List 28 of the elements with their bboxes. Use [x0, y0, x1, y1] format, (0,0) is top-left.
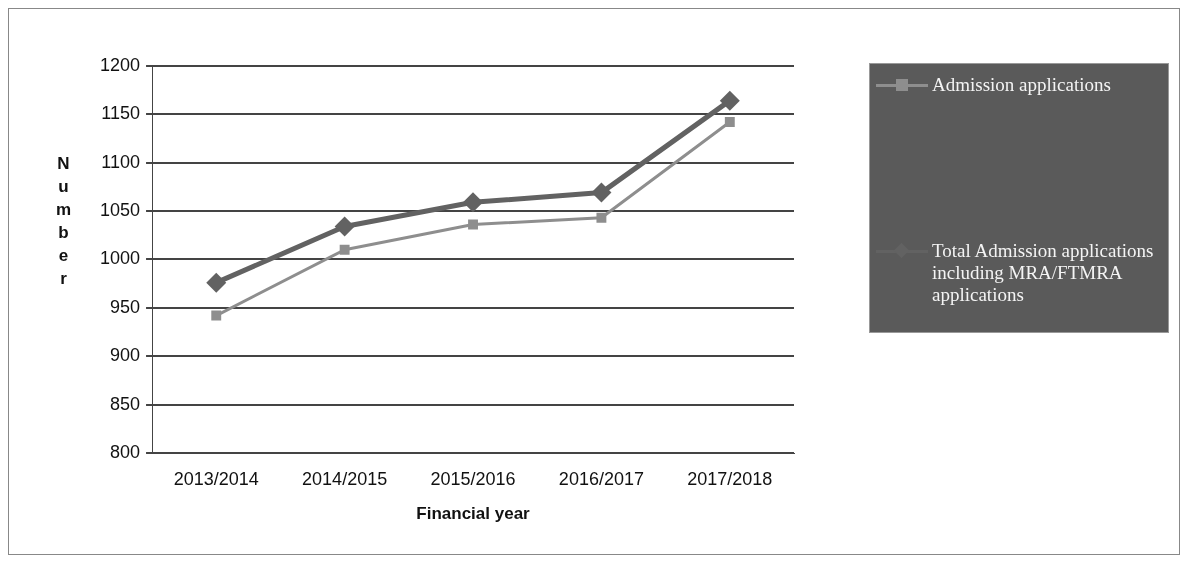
x-tick-label: 2013/2014: [173, 468, 259, 489]
x-tick-label: 2017/2018: [687, 468, 773, 489]
point: [596, 212, 607, 223]
y-tick-label: 1050: [100, 199, 141, 220]
point: [468, 219, 478, 230]
y-tick-label: 1100: [101, 151, 141, 172]
y-tick-label: 800: [110, 441, 141, 462]
y-tick-label: 1150: [101, 103, 141, 124]
y-tick-label: 900: [110, 345, 141, 366]
y-tick-label: 950: [110, 296, 141, 317]
x-tick-label: 2015/2016: [430, 468, 516, 489]
point: [206, 272, 227, 293]
legend-label: Total Admission applications including MRA/FTMRA applications: [932, 240, 1155, 306]
point: [719, 90, 740, 111]
point: [334, 216, 355, 237]
x-axis-title: Financial year: [416, 504, 531, 524]
y-axis-title: Number: [53, 154, 73, 292]
y-tick-label: 1000: [100, 248, 141, 269]
point: [339, 244, 350, 255]
point: [463, 192, 484, 213]
legend-label: Admission applications: [932, 74, 1111, 96]
point: [211, 310, 222, 321]
point: [591, 182, 612, 203]
x-tick-label: 2016/2017: [558, 468, 644, 489]
y-tick-label: 850: [110, 393, 141, 414]
y-tick-label: 1200: [100, 54, 141, 75]
point: [724, 116, 735, 127]
x-tick-label: 2014/2015: [302, 468, 388, 489]
